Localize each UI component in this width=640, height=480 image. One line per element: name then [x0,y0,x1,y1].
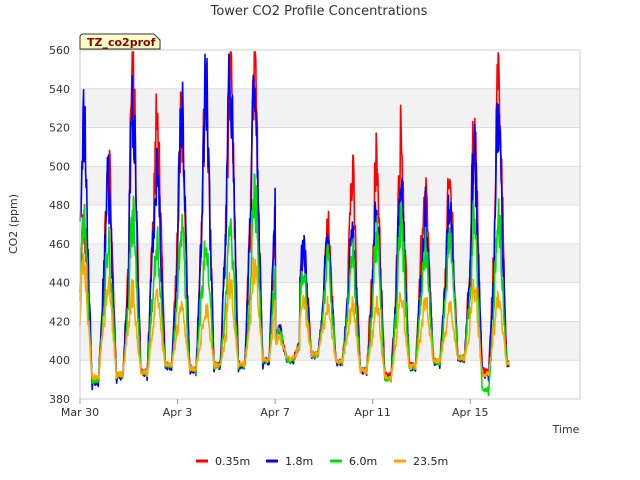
y-axis: 380 400 420 440 460 480 500 520 540 560 [49,44,70,406]
plot-frame [79,49,581,400]
series-line-23.5m [79,253,510,382]
site-tag: TZ_co2prof [79,33,161,50]
x-axis-label: Time [552,423,580,436]
y-tick-label: 400 [49,354,70,367]
plot-band [80,88,580,128]
y-tick-label: 380 [49,393,70,406]
x-tick-label: Apr 11 [354,406,391,419]
legend-label-1.8m: 1.8m [285,455,313,468]
y-tick-label: 420 [49,315,70,328]
legend: 0.35m 1.8m 6.0m 23.5m [196,455,448,468]
chart-title: Tower CO2 Profile Concentrations [210,4,428,19]
y-tick-label: 540 [49,83,70,96]
y-tick-label: 480 [49,199,70,212]
x-tick-label: Apr 7 [260,406,290,419]
x-tick-label: Apr 3 [163,406,193,419]
y-tick-label: 500 [49,160,70,173]
y-tick-label: 460 [49,238,70,251]
x-tick-label: Mar 30 [61,406,99,419]
series-layer [79,51,510,397]
legend-label-6.0m: 6.0m [349,455,377,468]
y-tick-label: 560 [49,44,70,57]
y-axis-label: CO2 (ppm) [7,194,20,254]
y-tick-label: 440 [49,277,70,290]
x-tick-label: Apr 15 [452,406,489,419]
site-tag-label: TZ_co2prof [87,36,156,49]
legend-label-23.5m: 23.5m [413,455,448,468]
site-tag-box [79,33,161,50]
x-axis: Mar 30 Apr 3 Apr 7 Apr 11 Apr 15 [61,399,489,419]
series-line-6.0m [79,173,510,397]
y-tick-label: 520 [49,122,70,135]
legend-label-0.35m: 0.35m [215,455,250,468]
